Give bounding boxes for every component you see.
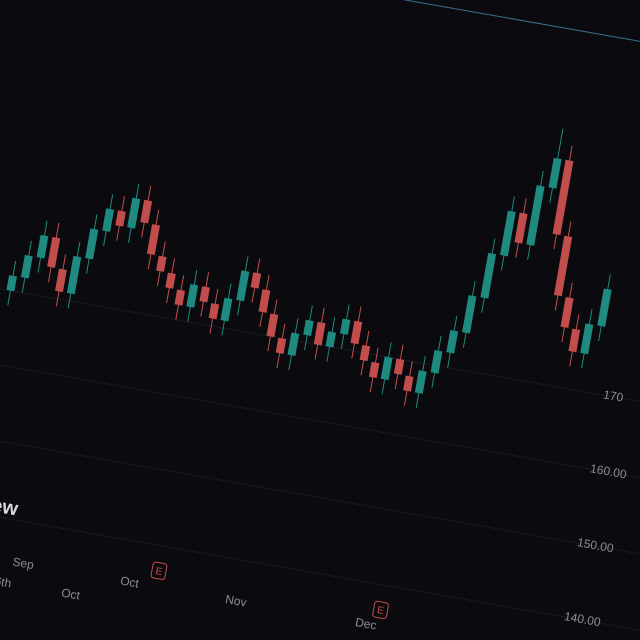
event-badge xyxy=(150,561,168,580)
candle-body xyxy=(186,284,199,308)
y-tick-label: 170 xyxy=(602,387,624,404)
y-tick-label: 140.00 xyxy=(563,609,602,629)
candle-body xyxy=(303,319,314,336)
x-tick-label: Nov xyxy=(224,592,247,609)
candle-body xyxy=(553,235,573,297)
y-tick-label: 160.00 xyxy=(589,461,628,481)
candle-body xyxy=(526,185,545,246)
candle-body xyxy=(597,288,612,327)
candle-body xyxy=(6,275,17,292)
watermark: ingView xyxy=(0,486,20,521)
candle-body xyxy=(393,358,405,375)
grid-line xyxy=(0,425,640,559)
grid-line xyxy=(0,499,640,633)
x-tick-label: Oct xyxy=(119,574,140,591)
candle-body xyxy=(359,344,371,362)
grid-line xyxy=(0,351,640,485)
candle-body xyxy=(250,272,262,289)
candle-body xyxy=(36,234,49,259)
candle-body xyxy=(403,375,414,392)
candle-body xyxy=(552,159,574,236)
candle-body xyxy=(165,272,176,289)
candle-body xyxy=(446,329,459,354)
candle-body xyxy=(350,320,363,345)
candle-body xyxy=(156,255,167,272)
price-line xyxy=(0,0,640,65)
candle-body xyxy=(47,236,61,268)
candle-body xyxy=(380,356,393,381)
candle-body xyxy=(287,332,300,357)
candle-body xyxy=(55,268,67,293)
grid-line xyxy=(0,277,640,411)
candle-body xyxy=(20,254,33,279)
candle-body xyxy=(560,297,574,328)
candle-body xyxy=(325,331,337,348)
candle-body xyxy=(102,208,115,232)
candle-body xyxy=(66,255,82,295)
candle-body xyxy=(568,328,581,353)
candle-body xyxy=(339,318,351,335)
y-tick-label: 150.00 xyxy=(576,535,615,555)
candle-body xyxy=(220,297,233,322)
event-label: E xyxy=(155,566,164,578)
candle-body xyxy=(414,370,427,394)
candle-body xyxy=(208,303,220,320)
candle-body xyxy=(275,337,287,354)
candle-body xyxy=(266,313,279,338)
x-tick-label: Dec xyxy=(354,615,377,632)
event-label: E xyxy=(376,605,385,617)
candle-body xyxy=(580,323,594,355)
candle-body xyxy=(199,286,210,303)
candle-body xyxy=(127,197,141,229)
candle-body xyxy=(462,295,477,334)
candle-body xyxy=(500,210,516,257)
x-tick-label: Sep xyxy=(12,555,36,573)
candle-body xyxy=(85,228,99,260)
date-label: Oct xyxy=(60,586,81,603)
candle-body xyxy=(313,321,326,346)
date-label: 26th xyxy=(0,573,12,591)
candle-body xyxy=(115,210,126,227)
candle-body xyxy=(480,252,497,299)
candle-body xyxy=(146,224,160,256)
candle-body xyxy=(548,157,562,189)
candle-body xyxy=(514,212,528,244)
candle-body xyxy=(258,289,271,313)
candle-body xyxy=(236,270,250,302)
event-badge xyxy=(372,600,389,620)
candle-body xyxy=(368,361,380,379)
candle-body xyxy=(174,289,186,306)
candle-body xyxy=(430,350,443,374)
candle-body xyxy=(140,199,153,224)
